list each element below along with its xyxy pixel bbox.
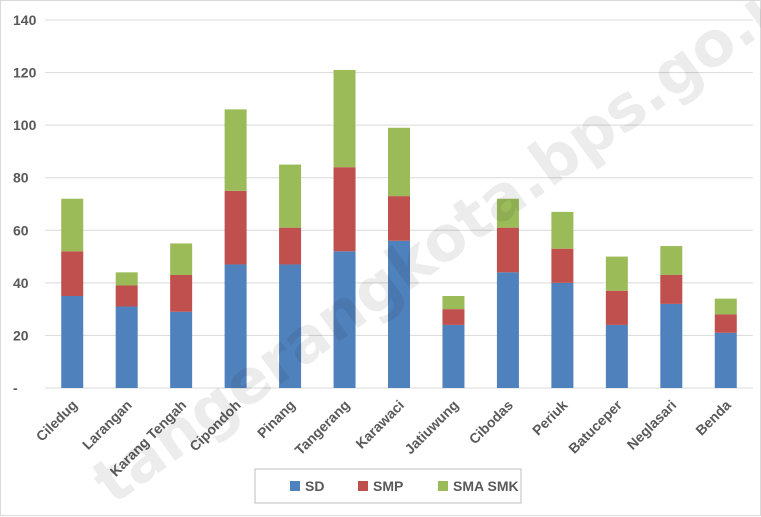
legend-label: SD (305, 478, 324, 494)
bar-segment-sd (115, 306, 138, 388)
bar-segment-sma-smk (442, 296, 465, 310)
bar-segment-sma-smk (388, 127, 410, 197)
bar-segment-sd (279, 264, 302, 388)
legend-swatch (438, 481, 448, 491)
bar-segment-smp (714, 314, 737, 333)
bar-segment-sd (551, 282, 574, 388)
y-tick-label: 20 (13, 327, 29, 343)
bar-segment-sma-smk (170, 243, 193, 275)
bar-segment-sd (605, 324, 628, 388)
bar-segment-sd (170, 311, 193, 388)
x-tick-label: Periuk (529, 397, 571, 439)
y-tick-label: 40 (13, 275, 29, 291)
bar-segment-sma-smk (496, 198, 519, 228)
bar-segment-sd (388, 240, 410, 388)
bar-segment-sma-smk (714, 298, 737, 315)
bar-segment-smp (660, 274, 683, 304)
y-tick-label: 80 (13, 170, 29, 186)
x-tick-label: Benda (692, 397, 734, 439)
bar-segment-sma-smk (279, 164, 302, 228)
x-tick-label: Ciledug (33, 397, 81, 445)
bar-segment-sd (714, 332, 737, 388)
bar-segment-smp (496, 227, 519, 273)
bar-segment-sd (224, 264, 247, 388)
y-tick-label: 100 (13, 117, 37, 133)
bar-segment-smp (333, 167, 356, 252)
y-tick-label: - (13, 380, 18, 396)
bar-segment-sd (61, 296, 84, 388)
legend: SD SMP SMA SMK (254, 468, 522, 504)
bar-segment-smp (170, 274, 193, 312)
x-tick-label: Batuceper (565, 396, 625, 456)
bar-segment-smp (279, 227, 302, 265)
bars (61, 69, 737, 388)
bar-segment-sma-smk (61, 198, 84, 252)
y-tick-label: 60 (13, 222, 29, 238)
bar-segment-smp (551, 248, 574, 283)
bar-segment-sd (496, 272, 519, 388)
x-tick-label: Cibodas (466, 397, 517, 448)
x-tick-label: Tangerang (291, 397, 352, 458)
bar-segment-sd (660, 303, 683, 388)
x-tick-label: Karawaci (352, 397, 407, 452)
bar-segment-sma-smk (115, 272, 138, 286)
bar-segment-sma-smk (605, 256, 628, 291)
bar-segment-sma-smk (660, 246, 683, 275)
bar-segment-smp (388, 196, 410, 241)
bar-segment-smp (115, 285, 138, 307)
x-tick-label: Jatiuwung (401, 397, 461, 457)
bar-segment-smp (442, 309, 465, 325)
y-tick-label: 120 (13, 65, 37, 81)
bar-segment-smp (61, 251, 84, 296)
y-tick-label: 140 (13, 12, 37, 28)
y-axis-ticks: - 20 40 60 80 100 120 140 (13, 12, 37, 396)
bar-segment-sd (442, 324, 465, 388)
legend-label: SMA SMK (453, 478, 519, 494)
bar-segment-sma-smk (224, 109, 247, 191)
bar-segment-sma-smk (333, 69, 356, 168)
legend-swatch (290, 481, 300, 491)
bar-segment-smp (224, 190, 247, 265)
bar-segment-sma-smk (551, 211, 574, 249)
legend-label: SMP (373, 478, 403, 494)
legend-swatch (358, 481, 368, 491)
x-tick-label: Neglasari (624, 397, 680, 453)
bar-segment-smp (605, 290, 628, 325)
bar-segment-sd (333, 251, 356, 388)
